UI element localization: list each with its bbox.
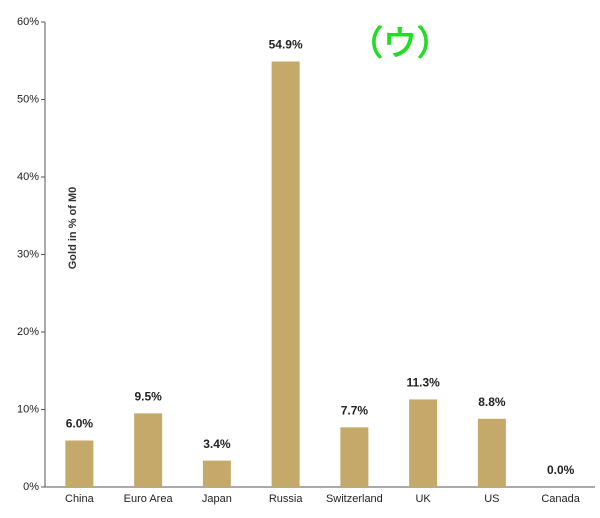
x-tick-label: Russia	[269, 493, 304, 505]
x-tick-label: Euro Area	[124, 493, 174, 505]
value-label: 8.8%	[478, 395, 506, 409]
y-tick-label: 40%	[17, 171, 39, 183]
x-tick-label: Switzerland	[326, 493, 383, 505]
value-label: 7.7%	[341, 403, 369, 417]
value-label: 9.5%	[134, 390, 162, 404]
x-tick-label: Japan	[202, 493, 232, 505]
bar	[271, 61, 300, 488]
y-tick-label: 10%	[17, 403, 39, 415]
value-label: 3.4%	[203, 437, 231, 451]
y-tick-label: 20%	[17, 326, 39, 338]
y-axis-label: Gold in % of M0	[67, 187, 79, 270]
annotation: （ウ）	[349, 24, 451, 63]
y-tick-label: 0%	[23, 481, 39, 493]
x-tick-label: UK	[415, 493, 431, 505]
bar	[340, 427, 369, 487]
bar	[134, 413, 163, 487]
bar	[65, 440, 94, 487]
bar	[202, 460, 231, 487]
y-tick-label: 30%	[17, 248, 39, 260]
value-label: 6.0%	[66, 417, 94, 431]
y-tick-label: 50%	[17, 93, 39, 105]
x-tick-label: China	[65, 493, 95, 505]
x-tick-label: Canada	[541, 493, 580, 505]
x-tick-label: US	[484, 493, 499, 505]
y-tick-label: 60%	[17, 16, 39, 28]
bar	[477, 418, 506, 487]
value-label: 54.9%	[269, 38, 303, 52]
value-label: 11.3%	[406, 376, 440, 390]
value-label: 0.0%	[547, 463, 575, 477]
bar	[409, 399, 438, 487]
